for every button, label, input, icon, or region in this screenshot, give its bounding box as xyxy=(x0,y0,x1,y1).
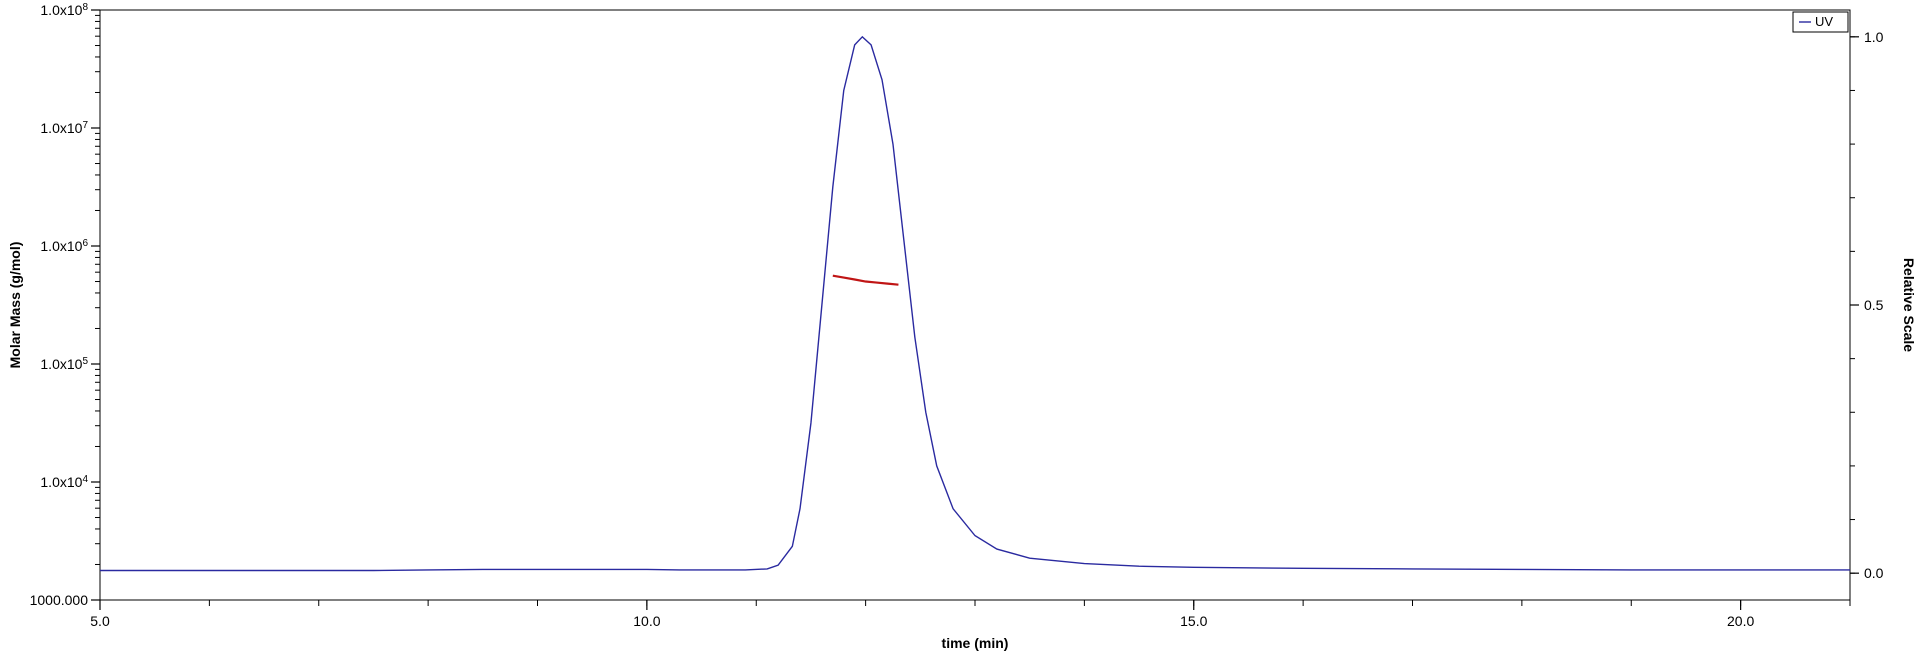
svg-text:1.0x105: 1.0x105 xyxy=(40,356,88,373)
svg-text:1000.000: 1000.000 xyxy=(30,592,89,608)
series-molarmass xyxy=(833,276,899,285)
svg-text:0.0: 0.0 xyxy=(1864,565,1884,581)
svg-text:time (min): time (min) xyxy=(942,635,1009,651)
svg-text:1.0x107: 1.0x107 xyxy=(40,120,88,137)
svg-text:5.0: 5.0 xyxy=(90,613,110,629)
svg-text:10.0: 10.0 xyxy=(633,613,660,629)
svg-text:20.0: 20.0 xyxy=(1727,613,1754,629)
svg-text:1.0x104: 1.0x104 xyxy=(40,474,88,491)
svg-text:1.0: 1.0 xyxy=(1864,29,1884,45)
svg-text:0.5: 0.5 xyxy=(1864,297,1884,313)
svg-text:15.0: 15.0 xyxy=(1180,613,1207,629)
svg-text:Relative Scale: Relative Scale xyxy=(1901,258,1917,352)
svg-text:1.0x108: 1.0x108 xyxy=(40,2,88,19)
legend: UV xyxy=(1793,12,1848,32)
series-uv xyxy=(100,37,1850,571)
svg-text:Molar Mass (g/mol): Molar Mass (g/mol) xyxy=(7,242,23,369)
legend-label: UV xyxy=(1815,14,1833,29)
svg-text:1.0x106: 1.0x106 xyxy=(40,238,88,255)
chromatogram-chart: 5.0 10.0 15.0 20.0 time (min) 1000.000 1.0x104… xyxy=(0,0,1920,672)
